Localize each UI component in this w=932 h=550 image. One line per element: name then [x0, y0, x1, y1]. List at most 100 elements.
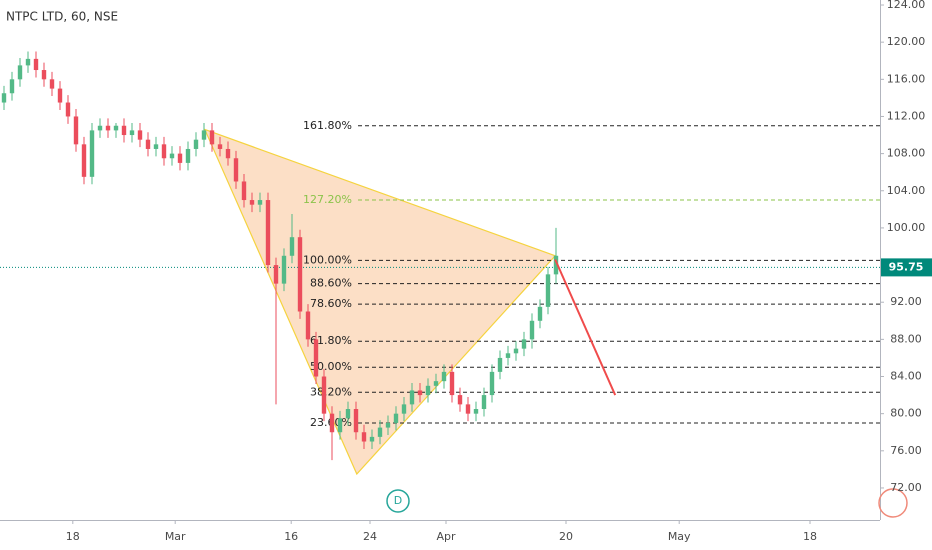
- candle-body: [169, 153, 175, 159]
- x-tick-label: May: [668, 530, 691, 543]
- candle-body: [465, 404, 471, 414]
- candle-body: [409, 390, 415, 405]
- projection-line: [554, 259, 617, 396]
- plot: 161.80% 127.20% 100.00% 88.60% 78.60% 61.80% 5…: [0, 51, 880, 513]
- candle-body: [457, 395, 463, 405]
- candle-body: [209, 130, 215, 145]
- candle-body: [361, 432, 367, 442]
- candle-body: [513, 348, 519, 354]
- y-tick-label: 112.00: [887, 109, 926, 122]
- price-badge-label: 95.75: [889, 260, 924, 273]
- candle-body: [57, 88, 63, 103]
- y-tick-label: 88.00: [890, 332, 922, 345]
- y-tick-label: 76.00: [890, 444, 922, 457]
- candle-body: [305, 311, 311, 340]
- y-tick-label: 104.00: [887, 184, 926, 197]
- chart-title: NTPC LTD, 60, NSE: [6, 10, 118, 24]
- candle-body: [329, 413, 335, 433]
- candle-body: [529, 320, 535, 340]
- candle-body: [345, 409, 351, 419]
- candle-body: [193, 139, 199, 149]
- candle-body: [89, 130, 95, 177]
- candle-body: [241, 181, 247, 201]
- x-tick-label: Apr: [436, 530, 456, 543]
- candle-body: [425, 385, 431, 396]
- candle-body: [113, 125, 119, 131]
- candle-body: [377, 427, 383, 437]
- fib-label: 50.00%: [310, 360, 352, 373]
- candle-body: [201, 130, 207, 140]
- candle-body: [497, 357, 503, 372]
- candle-body: [353, 409, 359, 433]
- y-tick-label: 120.00: [887, 35, 926, 48]
- candle-body: [281, 255, 287, 284]
- candle-body: [49, 79, 55, 89]
- candle-body: [73, 116, 79, 145]
- candle-body: [233, 158, 239, 182]
- candle-body: [553, 255, 559, 275]
- candle-body: [17, 65, 23, 80]
- candle-body: [481, 395, 487, 410]
- candle-body: [137, 130, 143, 140]
- candle-body: [313, 339, 319, 377]
- candle-body: [265, 200, 271, 266]
- candle-body: [185, 148, 191, 163]
- candle-body: [537, 306, 543, 321]
- candle-body: [41, 70, 47, 80]
- candle-body: [337, 418, 343, 433]
- candle-body: [145, 139, 151, 149]
- candle-body: [433, 381, 439, 386]
- candle-body: [9, 79, 15, 94]
- candle-body: [177, 153, 183, 163]
- candle-body: [385, 422, 391, 428]
- fib-label: 100.00%: [303, 253, 352, 266]
- candle-body: [33, 58, 39, 71]
- x-tick-label: 24: [363, 530, 377, 543]
- y-tick-label: 100.00: [887, 221, 926, 234]
- candle-body: [217, 144, 223, 149]
- price-badge: [881, 258, 932, 277]
- y-tick-label: 84.00: [890, 370, 922, 383]
- candle-body: [257, 200, 263, 205]
- fib-label: 161.80%: [303, 119, 352, 132]
- pattern-marker-label: D: [394, 494, 402, 507]
- candle-body: [489, 371, 495, 396]
- candle-body: [473, 409, 479, 414]
- y-tick-label: 116.00: [887, 72, 926, 85]
- candle-body: [249, 200, 255, 205]
- x-tick-label: 20: [559, 530, 573, 543]
- candle-body: [393, 413, 399, 423]
- alert-icon[interactable]: [878, 488, 908, 518]
- candle-body: [289, 237, 295, 256]
- candle-body: [1, 93, 7, 103]
- y-tick-label: 108.00: [887, 147, 926, 160]
- fib-label: 88.60%: [310, 277, 352, 290]
- candle-body: [273, 265, 279, 284]
- fib-label: 38.20%: [310, 385, 352, 398]
- candle-body: [297, 237, 303, 312]
- candle-body: [417, 390, 423, 396]
- x-tick-label: 18: [803, 530, 817, 543]
- candle-body: [97, 125, 103, 131]
- candle-body: [105, 125, 111, 131]
- candle-body: [545, 274, 551, 307]
- candle-body: [225, 148, 231, 159]
- y-tick-label: 72.00: [890, 481, 922, 494]
- fib-label: 127.20%: [303, 193, 352, 206]
- fib-label: 78.60%: [310, 297, 352, 310]
- candle-body: [129, 130, 135, 136]
- y-tick-label: 124.00: [887, 0, 926, 11]
- candle-body: [161, 144, 167, 159]
- candle-body: [369, 436, 375, 442]
- candle-body: [321, 376, 327, 414]
- candle-body: [121, 125, 127, 136]
- y-tick-label: 80.00: [890, 407, 922, 420]
- x-tick-label: 18: [66, 530, 80, 543]
- candle-body: [153, 144, 159, 149]
- x-tick-label: Mar: [165, 530, 186, 543]
- candle-body: [505, 353, 511, 358]
- candle-body: [81, 144, 87, 177]
- fib-label: 61.80%: [310, 334, 352, 347]
